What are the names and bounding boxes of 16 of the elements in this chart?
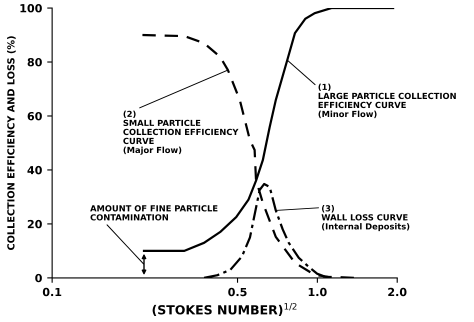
y-tick-label: 0 (35, 274, 42, 282)
y-tick-label: 60 (28, 112, 42, 120)
x-tick-label: 2.0 (388, 288, 407, 296)
y-tick-label: 20 (28, 220, 42, 228)
x-tick-label: 0.5 (228, 288, 247, 296)
y-tick-label: 80 (28, 58, 42, 66)
annotation: AMOUNT OF FINE PARTICLE CONTAMINATION (90, 205, 218, 220)
y-tick-label: 100 (20, 4, 42, 12)
y-axis-title: COLLECTION EFFICIENCY AND LOSS (%) (7, 36, 16, 250)
x-axis-title: (STOKES NUMBER)$^{1/2}$ (152, 303, 296, 316)
x-tick-label: 0.1 (42, 288, 62, 296)
x-tick-label: 1.0 (308, 288, 327, 296)
annotation: (3) WALL LOSS CURVE (Internal Deposits) (322, 205, 410, 232)
annotation: (2) SMALL PARTICLE COLLECTION EFFICIENCY CURVE (Major Flow) (123, 110, 239, 155)
annotation: (1) LARGE PARTICLE COLLECTION EFFICIENCY CURVE (Minor Flow) (318, 84, 456, 118)
y-tick-label: 40 (27, 166, 42, 174)
